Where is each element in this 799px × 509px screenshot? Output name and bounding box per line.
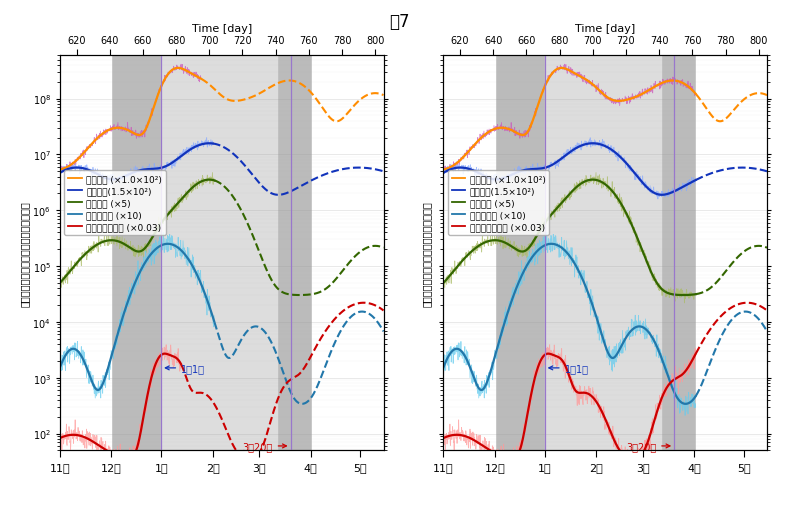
X-axis label: Time [day]: Time [day]: [575, 23, 635, 34]
Bar: [161, 56, 277, 450]
Text: 3月20日: 3月20日: [242, 441, 286, 451]
Bar: [545, 56, 661, 450]
Bar: [60, 56, 384, 450]
Bar: [495, 56, 545, 450]
Legend: イギリス (×1.0×10²), トルコ　(1.5×10²), アメリカ (×5), 南アフリカ (×10), オーストラリア (×0.03): イギリス (×1.0×10²), トルコ (1.5×10²), アメリカ (×5…: [448, 171, 549, 236]
Text: 3月20日: 3月20日: [626, 441, 670, 451]
Legend: イギリス (×1.0×10²), トルコ　(1.5×10²), アメリカ (×5), 南アフリカ (×10), オーストラリア (×0.03): イギリス (×1.0×10²), トルコ (1.5×10²), アメリカ (×5…: [65, 171, 165, 236]
Bar: [443, 56, 495, 450]
Y-axis label: 日毎の新規陽性者数（予測値とデータ）: 日毎の新規陽性者数（予測値とデータ）: [20, 201, 30, 306]
X-axis label: Time [day]: Time [day]: [192, 23, 252, 34]
Bar: [661, 56, 696, 450]
Y-axis label: 日毎の新規陽性者数（予測値とデータ）: 日毎の新規陽性者数（予測値とデータ）: [422, 201, 431, 306]
Bar: [443, 56, 767, 450]
Bar: [696, 56, 767, 450]
Text: 1月1日: 1月1日: [165, 363, 205, 373]
Bar: [277, 56, 312, 450]
Bar: [111, 56, 161, 450]
Text: 1月1日: 1月1日: [549, 363, 589, 373]
Text: 図7: 図7: [389, 13, 410, 31]
Bar: [312, 56, 384, 450]
Bar: [60, 56, 111, 450]
